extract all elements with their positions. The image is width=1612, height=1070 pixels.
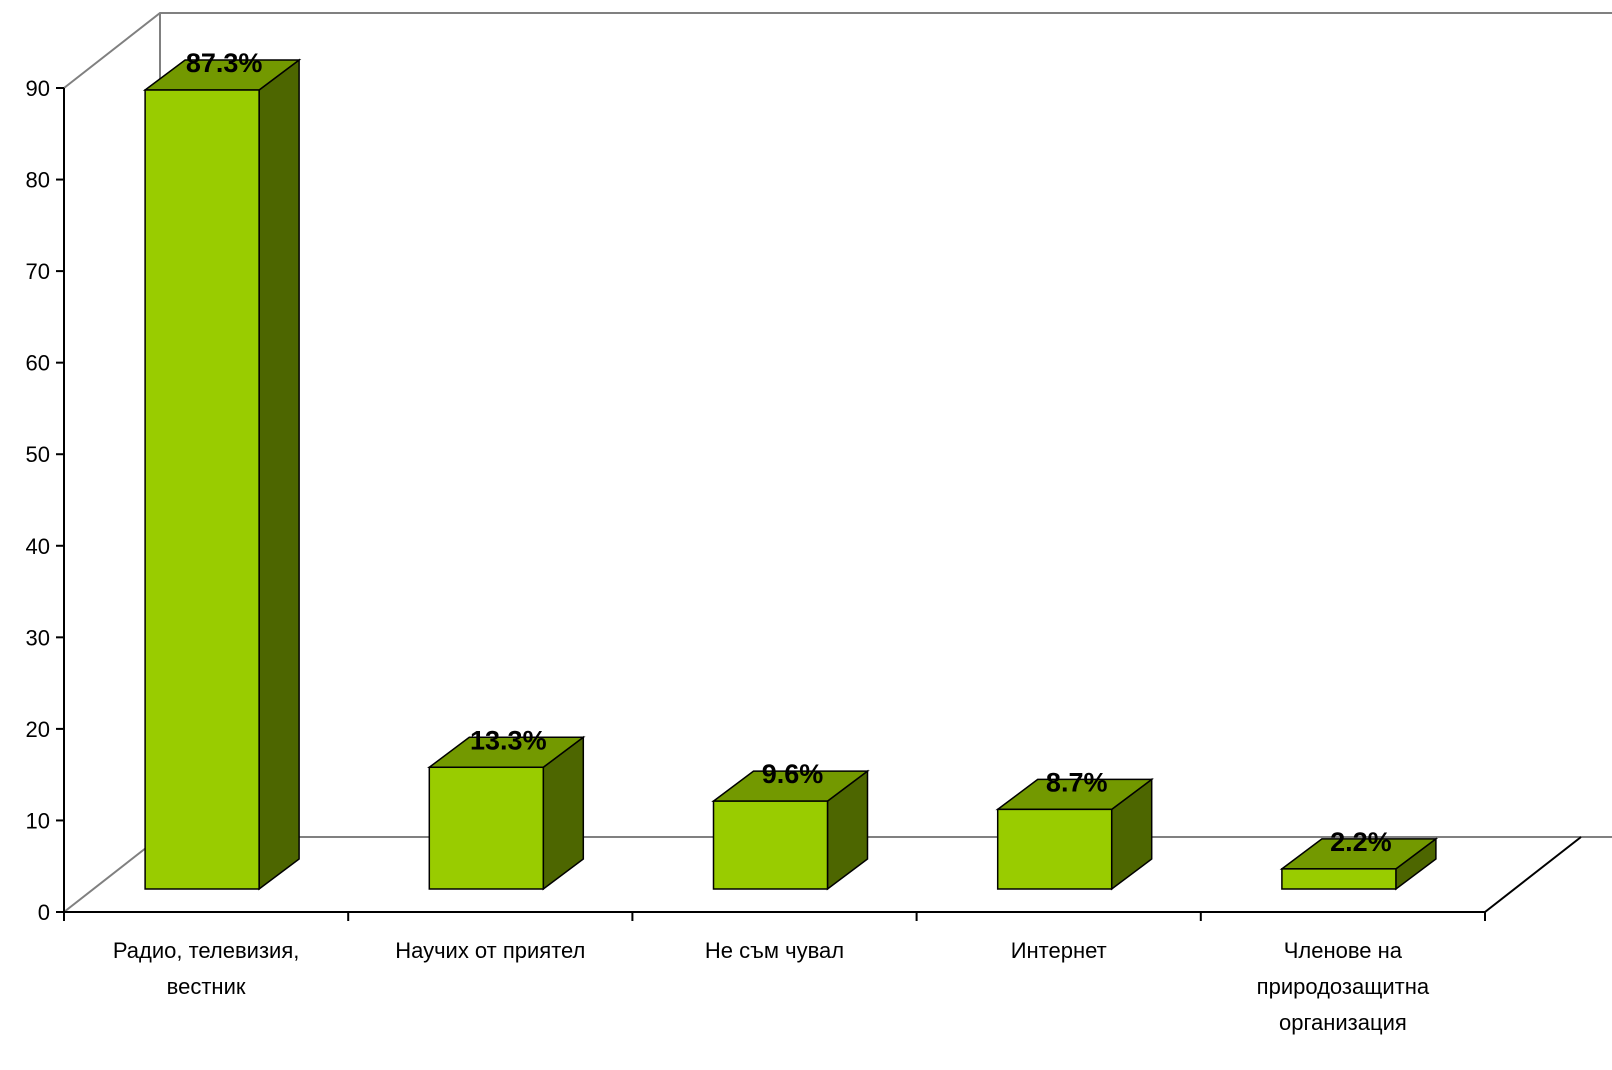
- x-category-label-line: Радио, телевизия,: [113, 938, 300, 963]
- x-category-label-line: природозащитна: [1257, 974, 1430, 999]
- data-label: 2.2%: [1330, 827, 1392, 857]
- y-tick-label: 70: [26, 259, 50, 284]
- y-tick-label: 20: [26, 717, 50, 742]
- x-category-label-line: Интернет: [1011, 938, 1107, 963]
- data-label: 8.7%: [1046, 767, 1108, 797]
- chart-labels: 87.3% Радио, телевизия, вестник 13.3% Научих…: [113, 48, 1430, 1035]
- bar-front-face: [1281, 868, 1397, 890]
- x-category-label: Научих от приятел: [395, 938, 585, 963]
- bar: [142, 58, 302, 891]
- bar-front-face: [144, 89, 260, 890]
- data-label: 9.6%: [762, 759, 824, 789]
- bar: [995, 777, 1154, 891]
- chart-bars: [142, 58, 1439, 891]
- x-category-label: Не съм чувал: [705, 938, 844, 963]
- x-category-label: Интернет: [1011, 938, 1107, 963]
- y-tick-label: 30: [26, 625, 50, 650]
- y-tick-label: 0: [38, 900, 50, 925]
- bar-front-face: [712, 800, 829, 890]
- x-category-label-line: вестник: [167, 974, 246, 999]
- y-tick-label: 50: [26, 442, 50, 467]
- bar-front-face: [996, 808, 1113, 890]
- x-category-label-line: Членове на: [1284, 938, 1403, 963]
- data-label: 13.3%: [470, 725, 547, 755]
- bar: [427, 735, 586, 891]
- bar: [1279, 837, 1439, 891]
- y-tick-label: 10: [26, 808, 50, 833]
- y-tick-label: 90: [26, 76, 50, 101]
- x-category-label-line: организация: [1279, 1010, 1407, 1035]
- floor-left-edge: [63, 836, 161, 913]
- floor-right-edge: [1484, 836, 1582, 913]
- y-tick-label: 80: [26, 168, 50, 193]
- bar-side-face: [258, 58, 300, 891]
- x-category-label-line: Не съм чувал: [705, 938, 844, 963]
- data-label: 87.3%: [186, 48, 263, 78]
- bar: [711, 769, 870, 891]
- bar-front-face: [428, 766, 545, 890]
- y-tick-label: 60: [26, 351, 50, 376]
- x-category-label: Радио, телевизия, вестник: [113, 938, 300, 999]
- chart-axes: 0 10 20 30 40 50 60 70 80 90: [26, 76, 1486, 925]
- x-category-label-line: Научих от приятел: [395, 938, 585, 963]
- y-tick-label: 40: [26, 534, 50, 559]
- x-category-label: Членове на природозащитна организация: [1257, 938, 1430, 1035]
